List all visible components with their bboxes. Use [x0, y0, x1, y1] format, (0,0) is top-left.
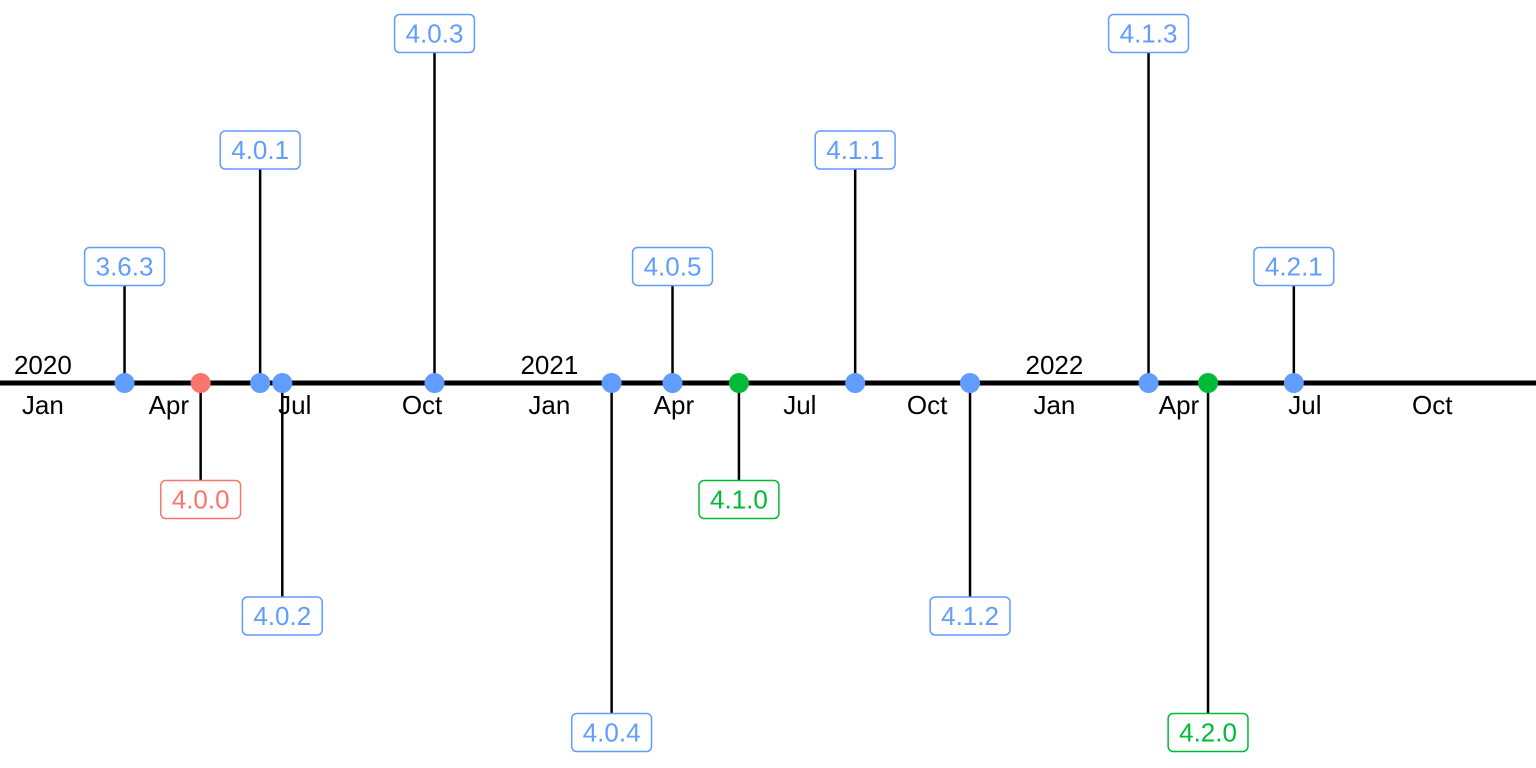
release-label: 4.2.1	[1253, 246, 1335, 287]
release-point	[1283, 373, 1304, 393]
release-label: 4.1.3	[1107, 13, 1190, 54]
release-version-text: 3.6.3	[96, 252, 154, 282]
release-point	[272, 373, 293, 393]
release-point	[845, 373, 866, 393]
month-tick-label: Jul	[278, 390, 311, 420]
release-points-layer	[114, 373, 1304, 393]
release-point	[250, 373, 271, 393]
release-version-text: 4.1.2	[941, 601, 999, 631]
release-label-box	[814, 130, 896, 170]
release-label: 4.2.0	[1167, 712, 1249, 753]
month-tick-label: Oct	[907, 390, 948, 420]
release-label-box	[1107, 13, 1190, 54]
month-tick-label: Apr	[1159, 390, 1200, 420]
release-labels-layer: 3.6.3 4.0.0 4.0.1 4.0.2 4.0.3 4.0.4 4.0.5 4.1.0…	[83, 13, 1335, 753]
release-label-box	[83, 246, 166, 287]
month-tick-label: Oct	[1412, 390, 1453, 420]
release-label: 4.0.3	[393, 13, 476, 54]
month-tick-label: Jan	[528, 390, 570, 420]
release-label: 4.0.1	[219, 130, 301, 170]
month-tick-label: Jul	[783, 390, 816, 420]
release-label-box	[570, 712, 653, 753]
release-label: 4.1.2	[929, 596, 1011, 636]
release-version-text: 4.0.5	[644, 252, 702, 282]
year-tick-label: 2020	[14, 350, 72, 380]
month-tick-label: Apr	[149, 390, 190, 420]
release-point	[960, 373, 981, 393]
release-label-box	[929, 596, 1011, 636]
release-version-text: 4.0.0	[172, 485, 230, 515]
release-label: 4.0.4	[570, 712, 653, 753]
release-version-text: 4.2.0	[1179, 718, 1237, 748]
release-label-box	[631, 246, 714, 287]
release-label-box	[1253, 246, 1335, 287]
month-tick-label: Oct	[402, 390, 443, 420]
release-label-box	[241, 596, 323, 636]
release-label-box	[219, 130, 301, 170]
release-point	[1138, 373, 1159, 393]
release-label-box	[698, 479, 780, 520]
release-label: 4.1.0	[698, 479, 780, 520]
release-label: 4.1.1	[814, 130, 896, 170]
release-version-text: 4.0.4	[583, 718, 641, 748]
release-version-text: 4.1.0	[710, 485, 768, 515]
release-point	[424, 373, 445, 393]
month-tick-label: Jan	[22, 390, 64, 420]
release-label: 4.0.5	[631, 246, 714, 287]
release-version-text: 4.2.1	[1265, 252, 1323, 282]
release-version-text: 4.1.1	[826, 135, 884, 165]
tick-labels-layer: Jan Apr Jul Oct Jan Apr Jul Oct Jan Apr Jul Oct 2020…	[14, 350, 1453, 420]
release-label-box	[159, 479, 242, 520]
release-version-text: 4.0.1	[231, 135, 289, 165]
release-label: 4.0.2	[241, 596, 323, 636]
month-tick-label: Jan	[1033, 390, 1075, 420]
release-point	[1198, 373, 1219, 393]
release-version-text: 4.0.3	[406, 19, 464, 49]
release-version-text: 4.0.2	[253, 601, 311, 631]
release-label: 4.0.0	[159, 479, 242, 520]
release-label-box	[1167, 712, 1249, 753]
stems-layer	[123, 52, 1296, 714]
year-tick-label: 2021	[520, 350, 578, 380]
month-tick-label: Jul	[1288, 390, 1321, 420]
release-label: 3.6.3	[83, 246, 166, 287]
release-label-box	[393, 13, 476, 54]
release-point	[190, 373, 211, 393]
month-tick-label: Apr	[654, 390, 695, 420]
release-point	[728, 373, 749, 393]
release-point	[662, 373, 683, 393]
year-tick-label: 2022	[1026, 350, 1084, 380]
release-point	[601, 373, 622, 393]
release-point	[114, 373, 135, 393]
release-version-text: 4.1.3	[1120, 19, 1178, 49]
